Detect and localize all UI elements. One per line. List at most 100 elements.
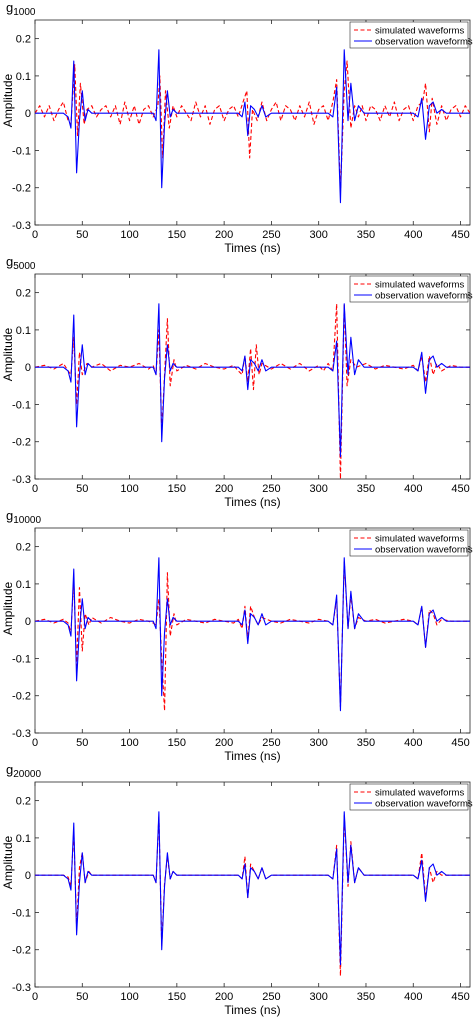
y-tick-label: -0.2	[12, 691, 31, 703]
waveform-panel-g10000: g10000 0 50 100 150 200 250 300 350 400 450 -0.3 -0…	[0, 508, 474, 763]
x-tick-label: 300	[310, 737, 328, 749]
panel-title: g1000	[6, 0, 36, 18]
waveform-chart-g10000: 0 50 100 150 200 250 300 350 400 450 -0.3 -0.2 -0.1 0…	[1, 527, 473, 763]
plot-area-frame	[34, 19, 471, 226]
y-tick-label: -0.3	[12, 220, 31, 232]
series-group	[35, 303, 470, 479]
x-tick-label: 100	[120, 483, 138, 495]
legend-box	[349, 783, 469, 811]
x-tick-label: 350	[357, 229, 375, 241]
y-tick-label: 0.2	[16, 796, 31, 808]
y-tick-label: 0.2	[16, 542, 31, 554]
observation-waveform-line	[35, 811, 470, 966]
waveform-panel-g1000: g1000 0 50 100 150 200 250 300 350 400 450 -0.3 -0.…	[0, 0, 474, 255]
legend-box	[349, 529, 469, 557]
panel-title: g20000	[6, 762, 42, 780]
waveform-chart-g5000: 0 50 100 150 200 250 300 350 400 450 -0.3 -0.2 -0.1 0…	[1, 273, 473, 509]
observation-waveform-line	[35, 557, 470, 712]
waveform-panel-g20000: g20000 0 50 100 150 200 250 300 350 400 450 -0.3 -0…	[0, 762, 474, 1017]
x-tick-label: 0	[32, 229, 38, 241]
legend-label: simulated waveforms	[375, 787, 464, 798]
observation-waveform-line	[35, 303, 470, 458]
plot-area-frame	[34, 527, 471, 734]
legend-label: simulated waveforms	[375, 25, 464, 36]
x-axis-label: Times (ns)	[224, 495, 280, 509]
y-tick-label: -0.3	[12, 982, 31, 994]
series-group	[35, 811, 470, 977]
x-tick-label: 450	[451, 229, 469, 241]
y-tick-label: -0.2	[12, 183, 31, 195]
x-tick-label: 300	[310, 483, 328, 495]
x-tick-label: 150	[168, 737, 186, 749]
x-tick-label: 50	[76, 483, 88, 495]
legend-label: simulated waveforms	[375, 279, 464, 290]
x-tick-label: 200	[215, 483, 233, 495]
x-axis-label: Times (ns)	[224, 241, 280, 255]
y-tick-label: -0.2	[12, 437, 31, 449]
y-axis-label: Amplitude	[1, 836, 15, 890]
panel-title: g10000	[6, 508, 42, 526]
y-tick-label: -0.1	[12, 653, 31, 665]
plot-area-frame	[34, 781, 471, 988]
x-axis-label: Times (ns)	[224, 1003, 280, 1017]
x-tick-label: 450	[451, 483, 469, 495]
legend-label: observation waveforms	[375, 798, 473, 809]
x-tick-label: 100	[120, 991, 138, 1003]
y-tick-label: 0	[25, 362, 31, 374]
x-tick-label: 150	[168, 991, 186, 1003]
x-tick-label: 400	[404, 991, 422, 1003]
series-group	[35, 557, 470, 712]
x-tick-label: 200	[215, 991, 233, 1003]
y-tick-label: -0.1	[12, 907, 31, 919]
y-tick-label: 0.1	[16, 71, 31, 83]
x-tick-label: 0	[32, 991, 38, 1003]
x-tick-label: 250	[262, 229, 280, 241]
y-tick-label: 0.2	[16, 288, 31, 300]
simulated-waveform-line	[35, 60, 470, 192]
x-tick-label: 100	[120, 229, 138, 241]
x-tick-label: 350	[357, 991, 375, 1003]
x-tick-label: 0	[32, 483, 38, 495]
legend-box	[349, 275, 469, 303]
y-tick-label: 0	[25, 870, 31, 882]
x-tick-label: 150	[168, 483, 186, 495]
x-tick-label: 200	[215, 229, 233, 241]
panel-title: g5000	[6, 254, 36, 272]
x-tick-label: 400	[404, 483, 422, 495]
x-tick-label: 50	[76, 737, 88, 749]
y-tick-label: 0.1	[16, 833, 31, 845]
x-tick-label: 350	[357, 483, 375, 495]
x-axis-label: Times (ns)	[224, 749, 280, 763]
x-tick-label: 400	[404, 229, 422, 241]
waveform-panel-g5000: g5000 0 50 100 150 200 250 300 350 400 450 -0.3 -0.…	[0, 254, 474, 509]
y-axis-label: Amplitude	[1, 582, 15, 636]
legend-label: observation waveforms	[375, 544, 473, 555]
x-tick-label: 250	[262, 991, 280, 1003]
y-tick-label: -0.3	[12, 474, 31, 486]
legend-label: simulated waveforms	[375, 533, 464, 544]
y-tick-label: 0	[25, 108, 31, 120]
y-axis-label: Amplitude	[1, 328, 15, 382]
legend-box	[349, 21, 469, 49]
x-tick-label: 300	[310, 229, 328, 241]
y-axis-label: Amplitude	[1, 74, 15, 128]
x-tick-label: 450	[451, 737, 469, 749]
x-tick-label: 150	[168, 229, 186, 241]
waveform-chart-g20000: 0 50 100 150 200 250 300 350 400 450 -0.3 -0.2 -0.1 0…	[1, 781, 473, 1017]
x-tick-label: 50	[76, 991, 88, 1003]
x-tick-label: 250	[262, 483, 280, 495]
y-tick-label: 0.2	[16, 34, 31, 46]
x-tick-label: 250	[262, 737, 280, 749]
y-tick-label: 0.1	[16, 325, 31, 337]
y-tick-label: 0.1	[16, 579, 31, 591]
observation-waveform-line	[35, 49, 470, 204]
x-tick-label: 200	[215, 737, 233, 749]
waveform-chart-g1000: 0 50 100 150 200 250 300 350 400 450 -0.3 -0.2 -0.1 0…	[1, 19, 473, 255]
y-tick-label: 0	[25, 616, 31, 628]
x-tick-label: 0	[32, 737, 38, 749]
y-tick-label: -0.1	[12, 399, 31, 411]
y-tick-label: -0.1	[12, 145, 31, 157]
x-tick-label: 50	[76, 229, 88, 241]
x-tick-label: 350	[357, 737, 375, 749]
y-tick-label: -0.3	[12, 728, 31, 740]
